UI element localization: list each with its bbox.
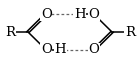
Text: O: O <box>88 43 99 56</box>
Text: O: O <box>88 8 99 21</box>
Text: R: R <box>125 25 135 39</box>
Text: O: O <box>41 8 52 21</box>
Text: H: H <box>74 8 86 21</box>
Text: H: H <box>54 43 66 56</box>
Text: O: O <box>41 43 52 56</box>
Text: R: R <box>5 25 15 39</box>
